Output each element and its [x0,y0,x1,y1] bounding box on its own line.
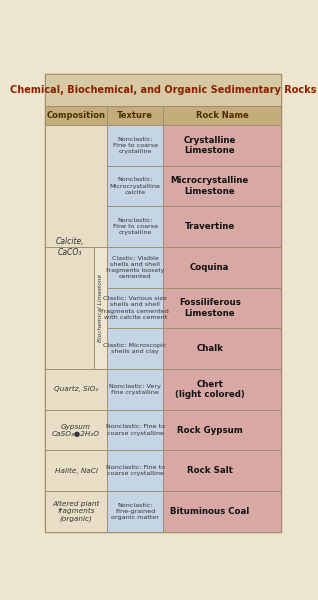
Text: Biochemical Limestone: Biochemical Limestone [98,274,103,342]
Bar [45,491,107,532]
Bar [45,106,107,125]
Bar [107,166,163,206]
Bar [163,451,281,491]
Bar [163,106,281,125]
Text: Clastic: Microscopic
shells and clay: Clastic: Microscopic shells and clay [103,343,167,355]
Bar [45,247,94,369]
Text: Nonclastic: Very
fine crystalline: Nonclastic: Very fine crystalline [109,384,161,395]
Text: Rock Salt: Rock Salt [187,466,233,475]
Text: Bituminous Coal: Bituminous Coal [170,507,249,516]
Text: Crystalline
Limestone: Crystalline Limestone [183,136,236,155]
Text: Nonclastic:
Fine to coarse
crystalline: Nonclastic: Fine to coarse crystalline [113,137,158,154]
Text: Clastic: Visible
shells and shell
fragments loosely
cemented: Clastic: Visible shells and shell fragme… [106,256,164,279]
Bar [45,451,107,491]
Bar [107,410,163,451]
Text: Chert
(light colored): Chert (light colored) [175,380,245,399]
Bar [163,206,281,247]
Text: Nonclastic:
Microcrystalline
calcite: Nonclastic: Microcrystalline calcite [110,178,161,195]
Text: Chalk: Chalk [196,344,223,353]
Bar [94,247,107,369]
Bar [163,247,281,288]
Bar [163,125,281,166]
Text: Fossiliferous
Limestone: Fossiliferous Limestone [179,298,241,318]
Bar [163,369,281,410]
Text: Nonclastic:
Fine to coarse
crystalline: Nonclastic: Fine to coarse crystalline [113,218,158,235]
Text: Clastic: Various size
shells and shell
fragments cemented
with calcite cement: Clastic: Various size shells and shell f… [101,296,169,320]
Bar [107,247,163,288]
Bar [45,410,107,451]
Text: Nonclastic: Fine to
coarse crystalline: Nonclastic: Fine to coarse crystalline [106,465,165,476]
Text: Composition: Composition [46,111,106,120]
Bar [163,491,281,532]
Text: Travertine: Travertine [185,222,235,231]
Text: Quartz, SiO₂: Quartz, SiO₂ [54,386,98,392]
Bar [107,206,163,247]
Bar [107,288,163,328]
Text: Texture: Texture [117,111,153,120]
Bar [45,369,107,410]
Bar [163,288,281,328]
Text: Microcrystalline
Limestone: Microcrystalline Limestone [171,176,249,196]
Bar [45,125,107,247]
Bar [163,410,281,451]
Text: Calcite,
CaCO₃: Calcite, CaCO₃ [55,238,84,257]
Text: Altered plant
fragments
(organic): Altered plant fragments (organic) [52,501,100,522]
Text: Nonclastic: Fine to
coarse crystalline: Nonclastic: Fine to coarse crystalline [106,424,165,436]
Text: Rock Gypsum: Rock Gypsum [177,425,243,434]
Bar [107,328,163,369]
Bar [163,328,281,369]
Bar [45,74,281,106]
Bar [107,369,163,410]
Bar [107,125,163,166]
Text: Nonclastic:
Fine-grained
organic matter: Nonclastic: Fine-grained organic matter [111,503,159,520]
Text: Chemical, Biochemical, and Organic Sedimentary Rocks: Chemical, Biochemical, and Organic Sedim… [10,85,316,95]
Text: Gypsum
CaSO₄●2H₂O: Gypsum CaSO₄●2H₂O [52,424,100,437]
Text: Halite, NaCl: Halite, NaCl [55,467,97,474]
Text: Rock Name: Rock Name [196,111,248,120]
Bar [163,166,281,206]
Text: Coquina: Coquina [190,263,230,272]
Bar [107,106,163,125]
Bar [107,451,163,491]
Bar [107,491,163,532]
